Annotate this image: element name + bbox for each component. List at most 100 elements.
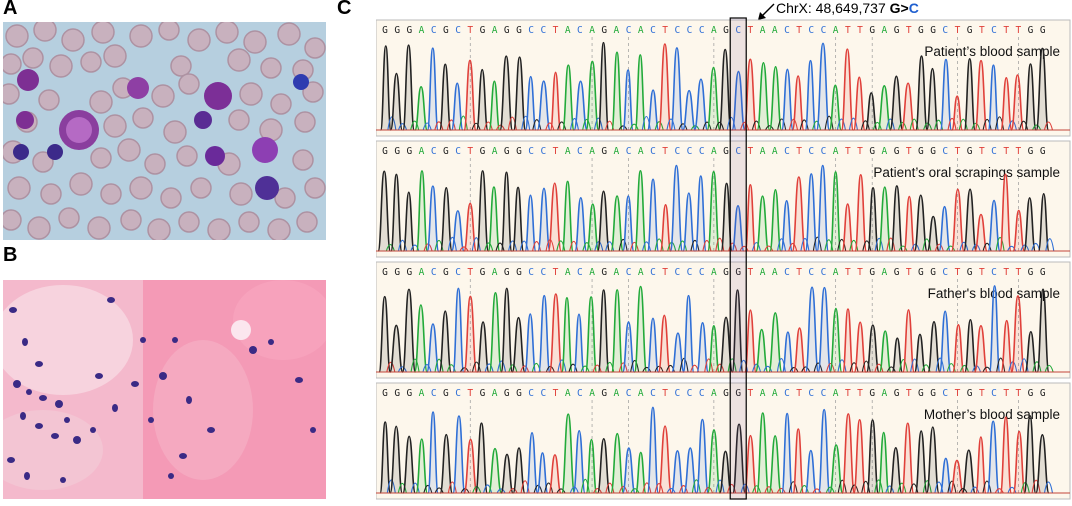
base-call: G <box>1040 267 1046 278</box>
base-call: C <box>528 146 534 157</box>
trace-noise <box>824 239 834 252</box>
trace-peak <box>525 431 539 494</box>
trace-noise <box>434 358 444 373</box>
trace-peak <box>755 195 770 252</box>
trace-peak <box>500 171 513 252</box>
base-call: A <box>492 146 498 157</box>
trace-peak <box>792 428 805 494</box>
trace-noise <box>629 241 639 252</box>
trace-noise <box>728 242 738 252</box>
base-call: T <box>906 388 912 399</box>
trace-peak <box>657 425 673 494</box>
trace-noise <box>691 479 701 494</box>
trace-peak <box>476 170 490 252</box>
base-call: G <box>601 25 607 36</box>
base-call: G <box>967 388 973 399</box>
trace-noise <box>507 116 517 131</box>
base-call: T <box>906 267 912 278</box>
base-call: G <box>967 25 973 36</box>
trace-peak <box>439 186 453 252</box>
base-call: A <box>711 388 717 399</box>
base-call: G <box>504 25 510 36</box>
base-call: C <box>626 25 632 36</box>
trace-noise <box>434 121 444 131</box>
base-call: C <box>942 25 948 36</box>
base-call: G <box>1040 146 1046 157</box>
trace-peak <box>973 325 989 373</box>
base-call: C <box>687 388 693 399</box>
trace-noise <box>752 485 762 494</box>
trace-peak <box>817 286 832 373</box>
base-call: T <box>748 25 754 36</box>
trace-noise <box>897 121 907 131</box>
trace-peak <box>463 438 478 494</box>
trace-noise <box>776 358 786 373</box>
trace-peak <box>696 322 709 373</box>
base-call: A <box>833 267 839 278</box>
trace-peak <box>634 54 647 131</box>
trace-noise <box>935 357 945 373</box>
trace-noise <box>397 239 408 252</box>
base-call: A <box>772 267 778 278</box>
base-call: C <box>650 388 656 399</box>
trace-peak <box>511 316 526 373</box>
trace-peak <box>693 78 709 131</box>
base-call: C <box>808 25 814 36</box>
trace-peak <box>1000 319 1013 373</box>
base-call: C <box>735 146 741 157</box>
base-call: G <box>930 267 936 278</box>
base-call: T <box>955 267 961 278</box>
base-call: A <box>760 267 766 278</box>
base-call: C <box>674 25 680 36</box>
trace-noise <box>982 480 992 494</box>
base-call: C <box>942 388 948 399</box>
base-call: T <box>1015 25 1021 36</box>
trace-peak <box>986 420 1000 494</box>
trace-noise <box>654 121 664 131</box>
base-call: A <box>833 25 839 36</box>
trace-peak <box>659 203 672 252</box>
base-call: C <box>528 267 534 278</box>
trace-peak <box>402 435 417 494</box>
trace-peak <box>596 437 611 494</box>
trace-peak <box>1023 197 1037 252</box>
base-call: G <box>930 388 936 399</box>
trace-noise <box>715 479 725 494</box>
base-call: A <box>565 25 571 36</box>
base-call: T <box>857 267 863 278</box>
trace-peak <box>964 318 977 373</box>
trace-peak <box>840 48 854 131</box>
trace-peak <box>682 192 696 252</box>
base-call: A <box>638 388 644 399</box>
trace-noise <box>909 118 919 131</box>
trace-peak <box>706 429 722 494</box>
trace-noise <box>776 487 786 494</box>
trace-peak <box>622 69 634 131</box>
trace-peak <box>537 187 551 252</box>
trace-noise <box>994 488 1004 494</box>
base-call: A <box>833 388 839 399</box>
trace-peak <box>999 416 1013 494</box>
trace-peak <box>1000 77 1013 131</box>
base-call: G <box>869 25 875 36</box>
base-call: G <box>930 25 936 36</box>
trace-noise <box>788 481 798 494</box>
base-call: A <box>638 267 644 278</box>
base-call: G <box>918 25 924 36</box>
trace-noise <box>1032 361 1042 373</box>
trace-peak <box>646 406 660 494</box>
trace-peak <box>950 188 965 252</box>
trace-peak <box>695 418 710 494</box>
base-call: G <box>394 267 400 278</box>
trace-peak <box>903 195 916 252</box>
base-call: A <box>589 267 595 278</box>
base-call: T <box>748 267 754 278</box>
base-call: G <box>382 25 388 36</box>
base-call: T <box>553 388 559 399</box>
trace-peak <box>438 63 452 131</box>
trace-noise <box>909 483 919 494</box>
base-call: T <box>979 146 985 157</box>
trace-peak <box>621 447 636 494</box>
base-call: A <box>419 388 425 399</box>
trace-noise <box>605 482 615 494</box>
